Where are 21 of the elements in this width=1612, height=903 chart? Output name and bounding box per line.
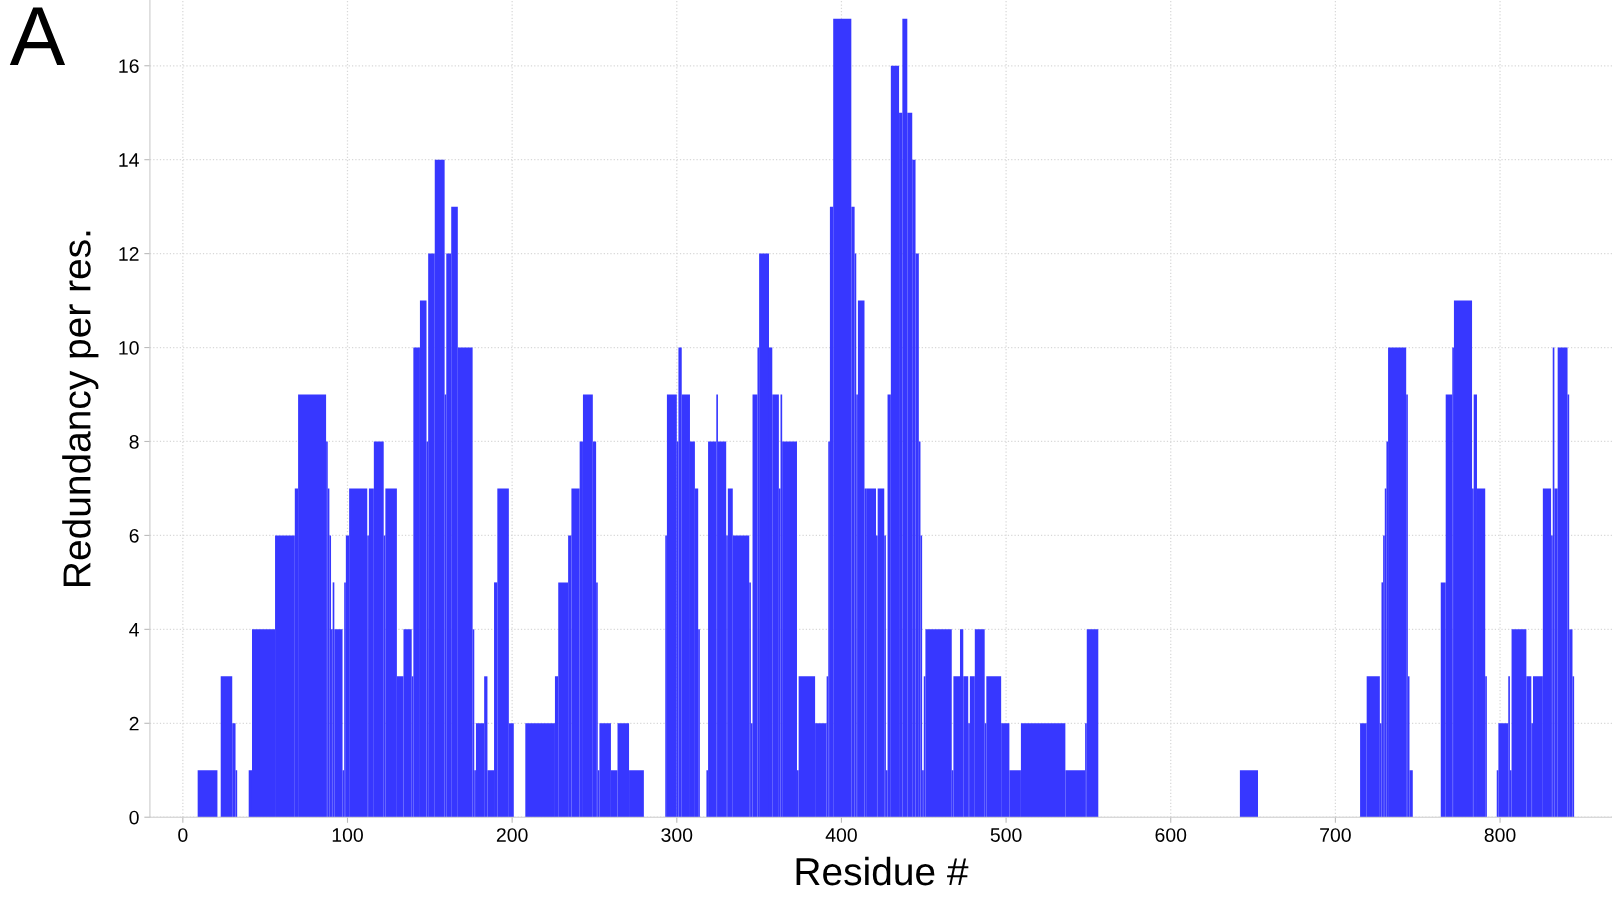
x-tick-label: 500 — [990, 828, 1022, 842]
x-tick-label: 700 — [1320, 828, 1351, 842]
y-tick-label: 2 — [129, 716, 139, 731]
text: A — [9, 7, 66, 65]
x-tick-label: 100 — [332, 828, 363, 842]
y-tick-label: 12 — [119, 247, 139, 261]
x-tick-label: 0 — [178, 828, 188, 842]
y-tick-label: 10 — [119, 341, 139, 355]
x-tick-label: 300 — [661, 828, 693, 842]
y-tick-label: 16 — [119, 59, 139, 73]
y-tick-label: 0 — [129, 810, 139, 825]
x-axis-title: Residue # — [796, 856, 969, 886]
x-tick-label: 800 — [1484, 828, 1516, 842]
y-tick-label: 8 — [129, 434, 139, 449]
x-tick-label: 400 — [825, 828, 857, 842]
y-tick-label: 4 — [129, 623, 139, 637]
y-tick-label: 6 — [129, 528, 139, 543]
y-tick-label: 14 — [119, 153, 139, 167]
x-tick-label: 600 — [1155, 828, 1187, 842]
x-tick-label: 200 — [496, 828, 528, 842]
y-axis-title: Redundancy per res. — [62, 231, 99, 586]
